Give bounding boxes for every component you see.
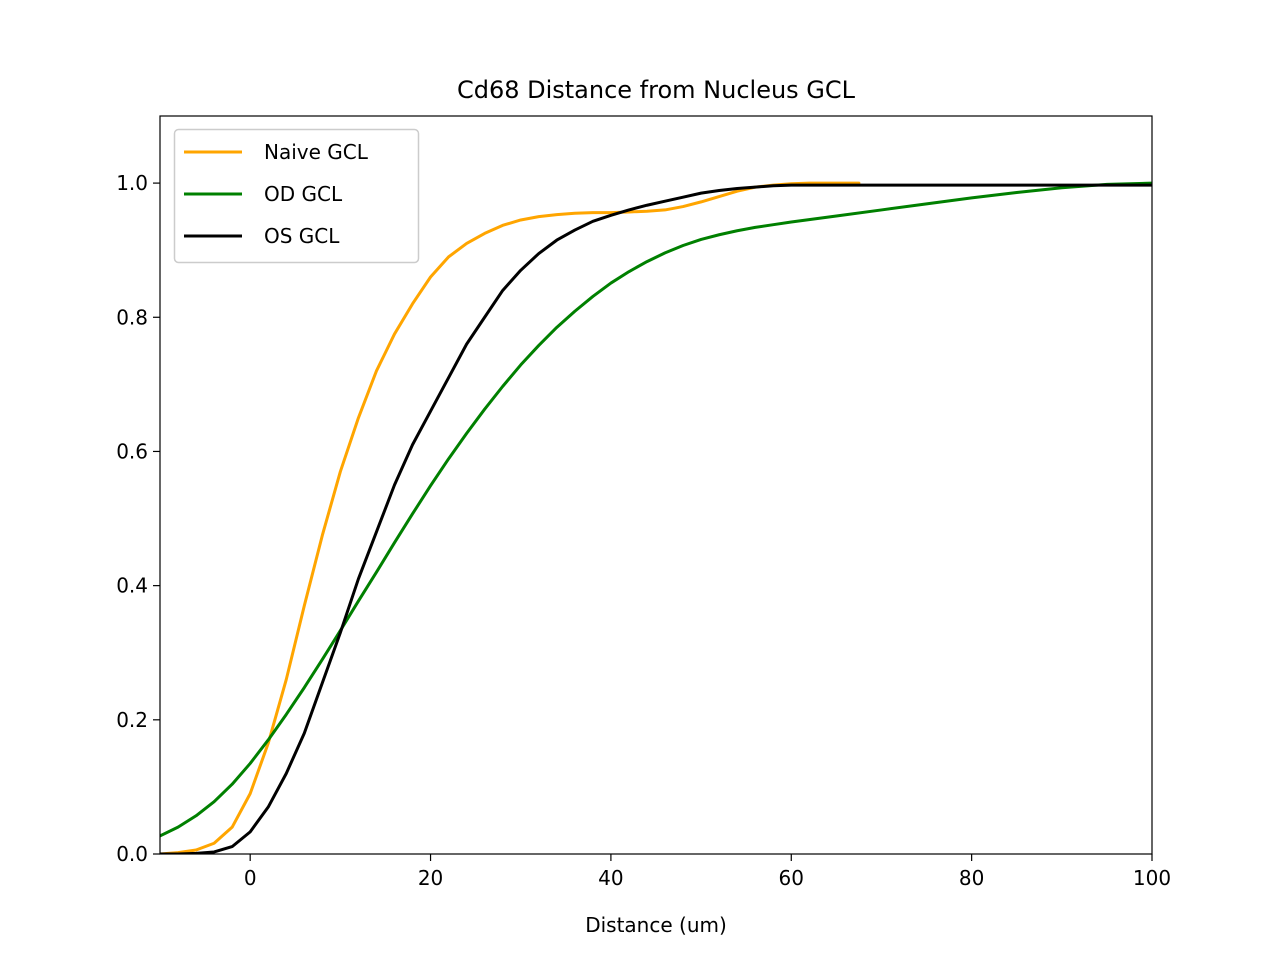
x-tick-label: 60 <box>779 866 804 890</box>
legend-label-0: Naive GCL <box>264 140 369 164</box>
x-tick-label: 0 <box>244 866 257 890</box>
legend-box <box>173 128 420 264</box>
x-axis: 0 20 40 60 80 100 <box>244 854 1171 890</box>
x-tick-label: 40 <box>598 866 623 890</box>
series-line-2 <box>160 183 1152 854</box>
legend-label-2: OS GCL <box>264 224 340 248</box>
y-tick-label: 0.2 <box>116 708 148 732</box>
x-axis-label: Distance (um) <box>585 913 727 937</box>
y-tick-label: 0.4 <box>116 574 148 598</box>
plot-frame <box>159 115 1153 855</box>
series-layer <box>160 181 1152 854</box>
x-tick-label: 80 <box>959 866 984 890</box>
y-axis: 0.0 0.2 0.4 0.6 0.8 1.0 <box>116 171 160 866</box>
legend-label-1: OD GCL <box>264 182 343 206</box>
x-tick-label: 100 <box>1133 866 1171 890</box>
y-tick-label: 0.0 <box>116 842 148 866</box>
legend: Naive GCL OD GCL OS GCL <box>173 128 420 264</box>
series-line-1 <box>160 181 1152 838</box>
chart-title: Cd68 Distance from Nucleus GCL <box>457 76 856 104</box>
y-tick-label: 0.6 <box>116 439 148 463</box>
y-tick-label: 1.0 <box>116 171 148 195</box>
y-tick-label: 0.8 <box>116 305 148 329</box>
x-tick-label: 20 <box>418 866 443 890</box>
